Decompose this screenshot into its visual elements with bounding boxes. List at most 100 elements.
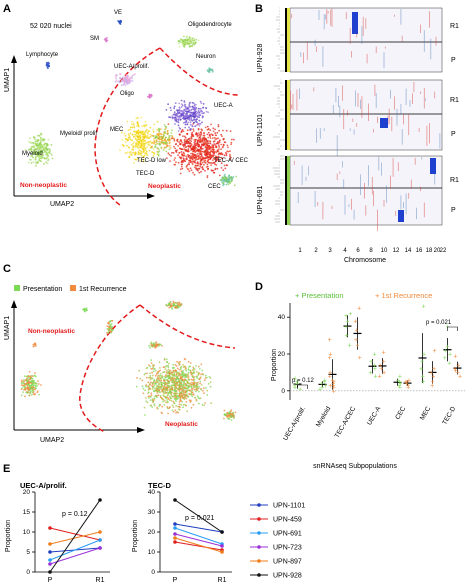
- umap-point: [166, 391, 169, 393]
- cnv-stripe: [291, 104, 293, 109]
- umap-point: [202, 156, 205, 159]
- umap-point: [209, 151, 212, 154]
- umap-point: [202, 106, 205, 109]
- umap-point: [227, 183, 230, 186]
- umap-point: [195, 144, 198, 147]
- umap-point: [215, 158, 217, 160]
- umap-point: [161, 141, 164, 144]
- cnv-stripe: [361, 95, 363, 118]
- umap-point: [205, 157, 208, 160]
- umap-point: [192, 171, 194, 174]
- umap-point: [150, 145, 153, 148]
- umap-point: [134, 152, 137, 155]
- umap-point: [200, 373, 203, 376]
- cnv-stripe: [373, 190, 374, 207]
- umap-point: [180, 396, 182, 398]
- umap-point: [198, 119, 201, 122]
- umap-point: [127, 82, 129, 85]
- d-point: +: [372, 352, 376, 359]
- umap-point: [124, 134, 127, 137]
- umap-point: [139, 143, 142, 145]
- umap-point: [150, 341, 153, 344]
- panel-c-ylabel: UMAP1: [4, 316, 11, 340]
- umap-point: [162, 366, 165, 369]
- umap-point: [182, 390, 185, 393]
- umap-point: [138, 140, 141, 143]
- cnv-stripe: [316, 128, 317, 143]
- umap-point: [39, 142, 42, 144]
- e-legend-marker: [257, 573, 261, 577]
- umap-point: [170, 384, 173, 387]
- cnv-stripe: [378, 156, 380, 171]
- umap-point: [193, 166, 196, 169]
- umap-point: [140, 154, 143, 157]
- cnv-stripe: [405, 193, 407, 215]
- umap-point: [153, 364, 156, 367]
- umap-point: [208, 376, 211, 378]
- cnv-stripe: [293, 160, 295, 165]
- cluster-tec-d-low: [150, 124, 175, 157]
- umap-point: [151, 134, 153, 137]
- cnv-stripe: [414, 157, 416, 165]
- umap-point: [230, 156, 232, 159]
- cnv-stripe: [405, 88, 407, 105]
- umap-point: [197, 39, 200, 42]
- umap-point: [191, 162, 193, 164]
- umap-point: [163, 131, 166, 134]
- umap-point: [177, 145, 180, 147]
- umap-point: [149, 381, 152, 384]
- umap-point: [175, 151, 178, 154]
- umap-point: [209, 377, 212, 379]
- umap-point: [118, 80, 120, 83]
- umap-point: [222, 169, 225, 172]
- umap-point: [152, 385, 155, 388]
- umap-point: [180, 365, 183, 368]
- umap-point: [221, 146, 224, 149]
- umap-point: [216, 167, 219, 170]
- umap-point: [203, 136, 206, 139]
- umap-point: [166, 394, 169, 397]
- umap-point: [184, 383, 187, 385]
- umap-point: [132, 74, 135, 76]
- umap-point: [194, 120, 197, 123]
- umap-point: [218, 141, 221, 144]
- umap-point: [46, 153, 49, 156]
- cnv-stripe: [342, 161, 343, 168]
- umap-point: [39, 157, 42, 160]
- e-series-point: [173, 540, 177, 544]
- umap-point: [155, 343, 158, 346]
- umap-point: [204, 149, 207, 152]
- d-point: +: [372, 363, 376, 370]
- panel-e: E UEC-A/prolif. TEC-D Proportion Proport…: [3, 463, 305, 584]
- umap-point: [191, 101, 194, 104]
- d-category-label: UEC-A/prolif.: [282, 405, 307, 442]
- umap-point: [33, 343, 36, 345]
- umap-point: [173, 139, 176, 142]
- umap-point: [224, 176, 227, 178]
- cnv-stripe: [360, 174, 361, 195]
- cnv-stripe: [344, 195, 346, 215]
- umap-point: [198, 141, 201, 143]
- umap-point: [129, 128, 132, 131]
- umap-point: [192, 367, 195, 370]
- umap-point: [43, 151, 46, 153]
- umap-point: [180, 156, 183, 159]
- umap-c-points: [20, 300, 237, 421]
- umap-point: [209, 135, 212, 138]
- umap-point: [198, 132, 200, 134]
- cnv-stripe: [412, 93, 413, 104]
- cluster-label-tec-d: TEC-D: [136, 171, 155, 177]
- umap-point: [176, 360, 179, 363]
- umap-point: [134, 145, 137, 148]
- e-series-point: [48, 570, 52, 574]
- umap-point: [162, 149, 165, 151]
- umap-point: [134, 73, 136, 75]
- umap-point: [196, 377, 199, 379]
- umap-point: [171, 137, 173, 140]
- umap-point: [191, 131, 194, 134]
- d-ytick-label: 20: [278, 351, 286, 358]
- umap-point: [179, 168, 182, 171]
- umap-point: [155, 373, 158, 375]
